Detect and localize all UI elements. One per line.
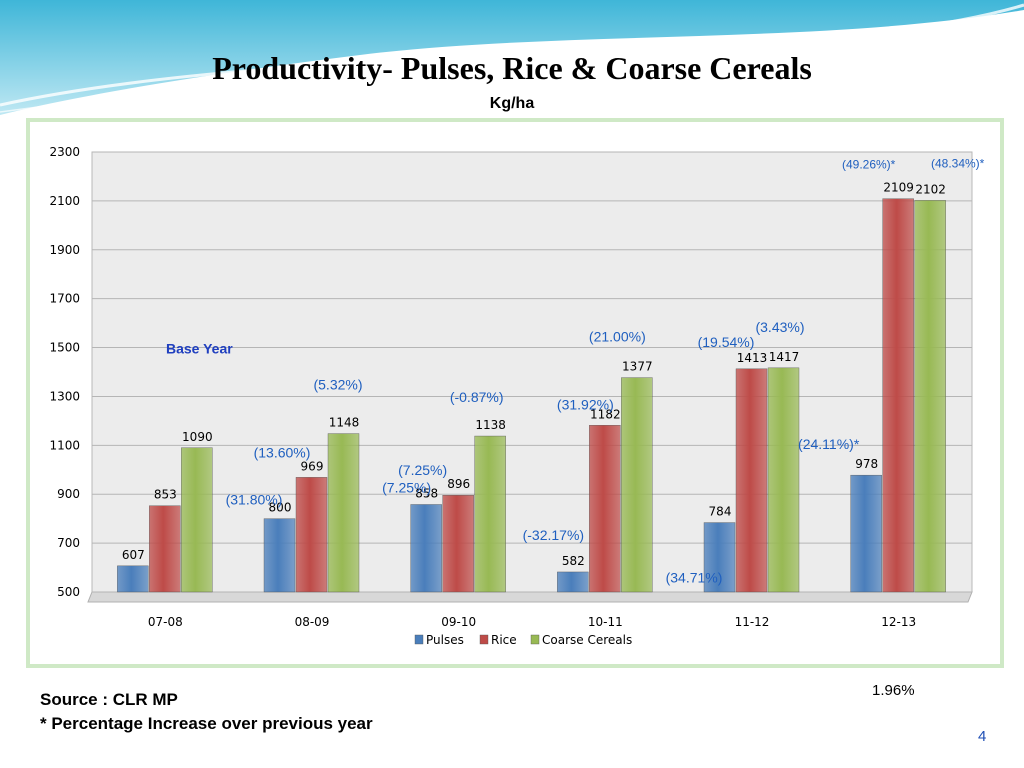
- x-tick-label: 08-09: [295, 615, 330, 629]
- bar-rice: [882, 198, 914, 593]
- legend-swatch-rice: [479, 634, 489, 645]
- y-tick-label: 700: [57, 536, 80, 550]
- data-label: 2102: [915, 182, 946, 196]
- percentage-annotation: (34.71%): [666, 570, 723, 586]
- percentage-annotation: (5.32%): [313, 377, 362, 393]
- bar-rice: [295, 477, 328, 593]
- data-label: 853: [154, 488, 177, 502]
- legend-label: Rice: [491, 633, 517, 647]
- y-tick-label: 1300: [49, 389, 80, 403]
- data-label: 1148: [329, 416, 360, 430]
- y-tick-label: 1700: [49, 292, 80, 306]
- data-label: 858: [415, 486, 438, 500]
- legend-label: Pulses: [426, 633, 464, 647]
- percentage-annotation: (31.92%): [557, 396, 614, 412]
- bar-coarse-cereals: [767, 367, 800, 593]
- bar-pulses: [703, 522, 736, 593]
- percentage-annotation: (24.11%)*: [798, 436, 860, 452]
- header-wave-decoration: [0, 0, 1024, 115]
- percentage-annotation: (13.60%): [254, 444, 311, 460]
- percentage-annotation: (48.34%)*: [931, 156, 985, 170]
- bar-pulses: [850, 474, 882, 593]
- x-tick-label: 07-08: [148, 615, 183, 629]
- data-label: 2109: [883, 181, 914, 195]
- chart-frame: 500 700 900 1100 1300 1500 1700 1900 2100 2300 607…: [26, 118, 1004, 668]
- data-label: 1090: [182, 430, 213, 444]
- y-tick-label: 2300: [49, 145, 80, 159]
- legend-swatch-coarse-cereals: [530, 634, 540, 645]
- bar-rice: [589, 425, 621, 593]
- y-tick-label: 1500: [49, 341, 80, 355]
- percentage-annotation: (7.25%): [398, 462, 447, 478]
- chart-floor: [87, 591, 973, 603]
- percentage-annotation: (21.00%): [589, 329, 646, 345]
- data-label: 607: [122, 548, 145, 562]
- percentage-annotation: (7.25%): [382, 479, 431, 495]
- percentage-annotation: (31.80%): [226, 492, 283, 508]
- bar-pulses: [557, 571, 589, 593]
- source-note: Source : CLR MP: [40, 690, 178, 709]
- page-number: 4: [978, 728, 987, 745]
- data-label: 1413: [737, 351, 768, 365]
- x-tick-label: 12-13: [881, 615, 916, 629]
- legend-label: Coarse Cereals: [542, 633, 632, 647]
- bar-rice: [735, 368, 768, 593]
- data-label: 1417: [769, 350, 800, 364]
- footnote: * Percentage Increase over previous year: [40, 714, 373, 733]
- x-tick-label: 09-10: [441, 615, 476, 629]
- percentage-annotation: (-32.17%): [523, 527, 584, 543]
- y-tick-label: 1100: [49, 438, 80, 452]
- bar-pulses: [410, 504, 442, 593]
- data-label: 1182: [590, 407, 621, 421]
- bar-coarse-cereals: [327, 433, 360, 593]
- chart-unit-label: Kg/ha: [489, 95, 535, 112]
- data-label: 978: [855, 457, 878, 471]
- x-tick-label: 10-11: [588, 615, 623, 629]
- bar-coarse-cereals: [474, 435, 506, 593]
- extra-percentage-note: 1.96%: [872, 682, 915, 699]
- percentage-annotation: (-0.87%): [450, 389, 504, 405]
- data-label: 582: [562, 554, 585, 568]
- bar-rice: [149, 505, 181, 593]
- bar-pulses: [263, 518, 296, 593]
- bar-pulses: [117, 565, 149, 593]
- bar-coarse-cereals: [181, 447, 213, 593]
- y-tick-label: 2100: [49, 194, 80, 208]
- legend-swatch-pulses: [414, 634, 424, 645]
- bar-coarse-cereals: [914, 200, 946, 593]
- slide-title: Productivity- Pulses, Rice & Coarse Cere…: [212, 50, 812, 86]
- bar-coarse-cereals: [621, 377, 653, 593]
- data-label: 969: [301, 459, 324, 473]
- y-tick-label: 500: [57, 585, 80, 599]
- data-label: 1377: [622, 360, 653, 374]
- percentage-annotation: (19.54%): [698, 334, 755, 350]
- plot-area: [91, 151, 973, 593]
- productivity-bar-chart: 500 700 900 1100 1300 1500 1700 1900 2100 2300 607…: [49, 145, 985, 647]
- y-tick-label: 900: [57, 487, 80, 501]
- base-year-label: Base Year: [166, 341, 233, 357]
- y-tick-label: 1900: [49, 243, 80, 257]
- data-label: 896: [447, 477, 470, 491]
- percentage-annotation: (3.43%): [755, 319, 804, 335]
- data-label: 800: [269, 501, 292, 515]
- percentage-annotation: (49.26%)*: [842, 158, 896, 172]
- data-label: 784: [709, 505, 732, 519]
- bar-rice: [442, 495, 474, 593]
- data-label: 1138: [475, 418, 506, 432]
- x-tick-label: 11-12: [735, 615, 770, 629]
